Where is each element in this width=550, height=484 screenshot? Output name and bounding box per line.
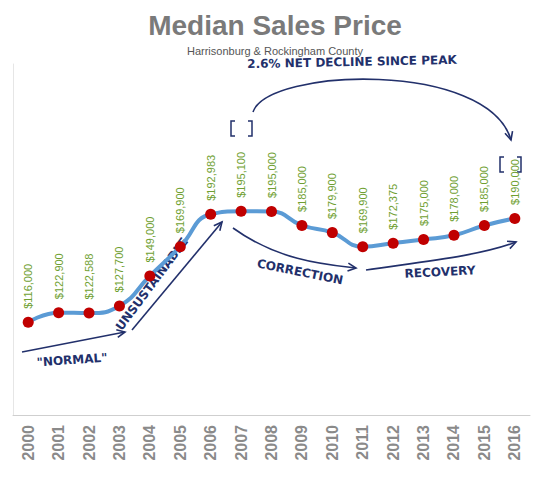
svg-text:2010: 2010	[324, 425, 341, 461]
svg-text:2006: 2006	[202, 425, 219, 461]
svg-text:$169,900: $169,900	[357, 187, 369, 233]
svg-text:2009: 2009	[293, 425, 310, 461]
svg-text:$178,000: $178,000	[448, 176, 460, 222]
svg-text:$195,000: $195,000	[266, 152, 278, 198]
svg-text:$175,000: $175,000	[418, 180, 430, 226]
svg-text:CORRECTION: CORRECTION	[256, 256, 344, 287]
svg-text:2000: 2000	[20, 425, 37, 461]
svg-text:$127,700: $127,700	[113, 247, 125, 293]
svg-text:$122,900: $122,900	[53, 253, 65, 299]
svg-text:2015: 2015	[476, 425, 493, 461]
svg-text:"NORMAL": "NORMAL"	[36, 351, 108, 370]
svg-text:2014: 2014	[445, 425, 462, 461]
svg-text:$195,100: $195,100	[235, 152, 247, 198]
svg-text:2002: 2002	[81, 425, 98, 461]
svg-text:2011: 2011	[354, 425, 371, 460]
svg-text:$185,000: $185,000	[296, 166, 308, 212]
svg-text:2004: 2004	[141, 425, 158, 461]
svg-text:$169,900: $169,900	[174, 187, 186, 233]
svg-text:2013: 2013	[415, 425, 432, 461]
svg-text:Median Sales Price: Median Sales Price	[148, 10, 402, 41]
svg-text:$190,000: $190,000	[509, 159, 521, 205]
svg-text:RECOVERY: RECOVERY	[404, 263, 476, 281]
svg-text:2012: 2012	[385, 425, 402, 461]
svg-text:$122,588: $122,588	[83, 254, 95, 300]
svg-text:2005: 2005	[172, 425, 189, 461]
svg-text:$192,983: $192,983	[205, 155, 217, 201]
svg-text:$149,000: $149,000	[144, 217, 156, 263]
svg-text:$172,375: $172,375	[387, 184, 399, 230]
svg-text:2003: 2003	[111, 425, 128, 461]
svg-text:2016: 2016	[506, 425, 523, 461]
svg-text:UNSUSTAINABLE: UNSUSTAINABLE	[112, 234, 192, 334]
svg-text:Harrisonburg & Rockingham Coun: Harrisonburg & Rockingham County	[187, 45, 364, 57]
svg-text:2008: 2008	[263, 425, 280, 461]
svg-text:$179,900: $179,900	[326, 173, 338, 219]
svg-text:2001: 2001	[50, 425, 67, 461]
svg-text:$116,000: $116,000	[22, 264, 34, 309]
svg-text:$185,000: $185,000	[478, 166, 490, 212]
svg-text:2.6% NET DECLINE SINCE PEAK: 2.6% NET DECLINE SINCE PEAK	[247, 52, 457, 72]
svg-text:2007: 2007	[233, 425, 250, 461]
